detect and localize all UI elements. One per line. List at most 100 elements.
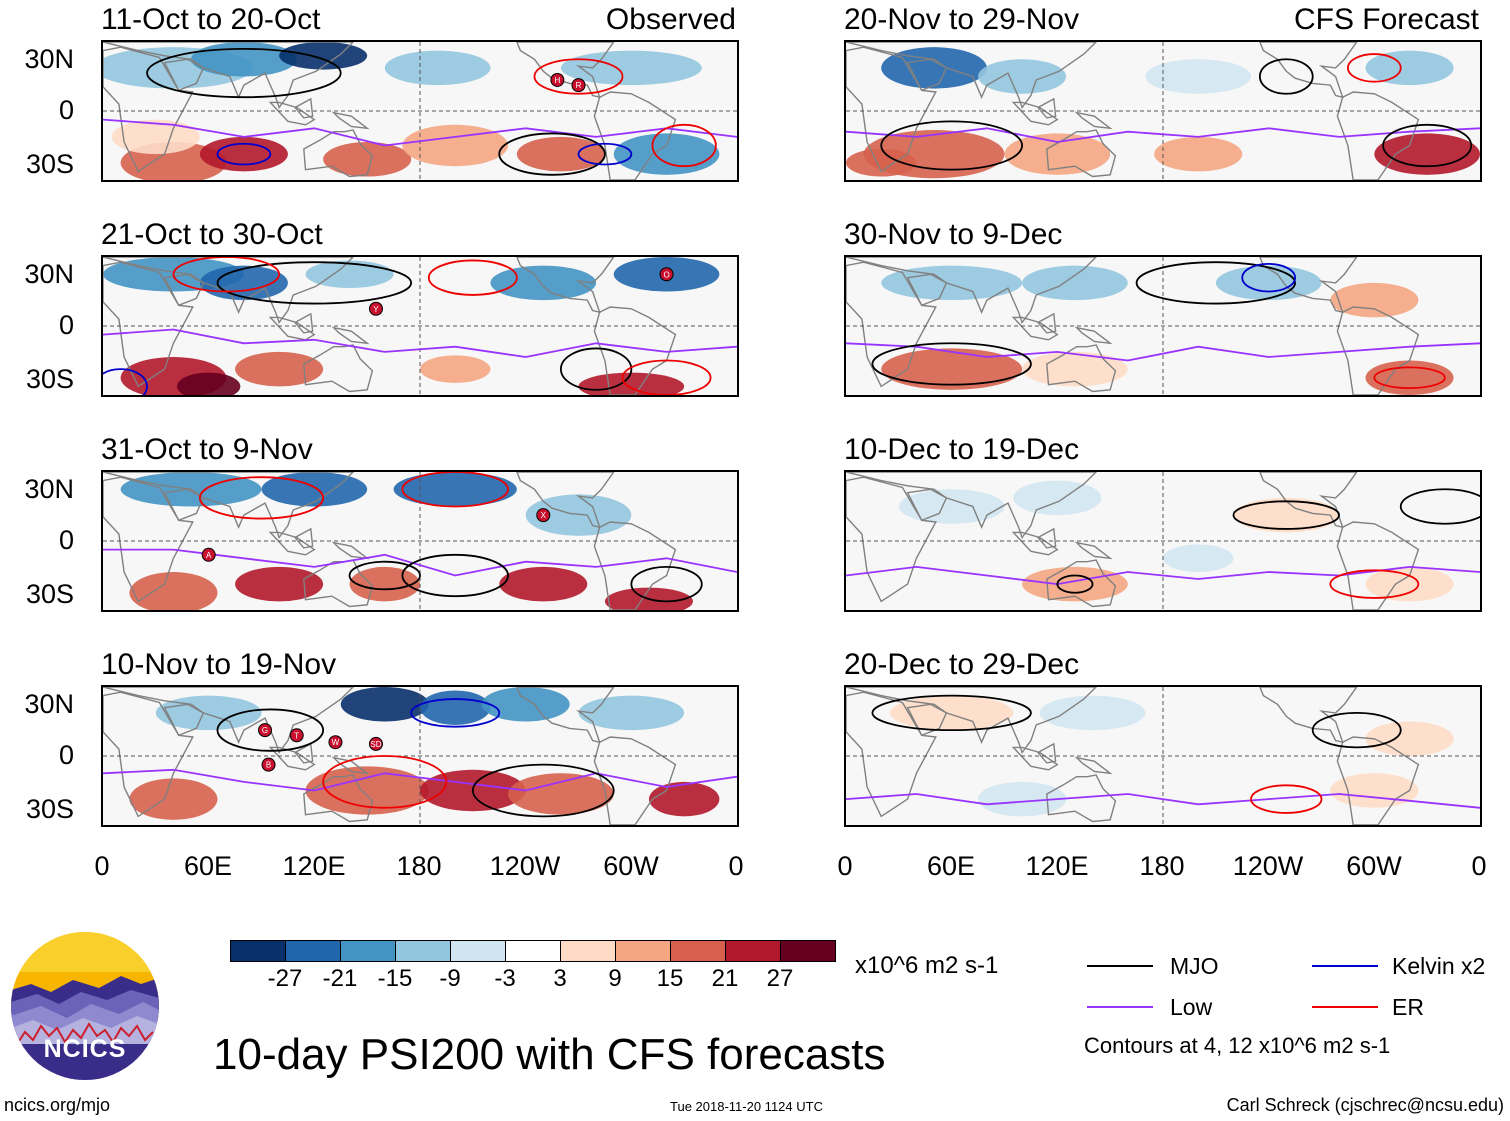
- psi-anomaly-blob: [516, 136, 605, 172]
- panel-5-tag: CFS Forecast: [1293, 3, 1479, 36]
- coastline: [331, 111, 370, 130]
- legend-kelvin-line: [1312, 965, 1378, 967]
- x-tick-label: 60E: [183, 851, 233, 881]
- wave-contour: [198, 476, 325, 520]
- coastline: [1046, 344, 1117, 393]
- coastline: [593, 306, 677, 395]
- legend-low-line: [1087, 1006, 1153, 1008]
- x-tick-label: 120W: [489, 851, 561, 881]
- cyclone-icon: [261, 757, 276, 772]
- legend-kelvin-label: Kelvin x2: [1392, 953, 1486, 979]
- psi-anomaly-blob: [525, 494, 632, 536]
- legend-contour-note: Contours at 4, 12 x10^6 m2 s-1: [1084, 1033, 1391, 1058]
- map-panel-8: [844, 685, 1482, 827]
- cyclone-icon: [258, 723, 273, 738]
- ncics-logo: NCICS: [11, 932, 159, 1080]
- psi-anomaly-blob: [261, 472, 368, 507]
- coastline: [331, 541, 370, 560]
- map-panel-4: G T W SD B: [101, 685, 739, 827]
- x-tick-label: 60E: [926, 851, 976, 881]
- panel-1-tag: Observed: [605, 3, 736, 36]
- coastline: [593, 521, 677, 610]
- coastline: [846, 46, 937, 173]
- psi-anomaly-blob: [1004, 133, 1111, 175]
- psi-anomaly-blob: [305, 260, 394, 289]
- wave-contour: [621, 359, 712, 395]
- cyclone-label: T: [294, 731, 299, 740]
- cyclone-icon: [536, 508, 551, 523]
- x-tick-label: 120W: [1232, 851, 1304, 881]
- cyclone-icon: [368, 736, 383, 751]
- colorbar-label: -3: [494, 965, 516, 992]
- footer-url[interactable]: ncics.org/mjo: [4, 1095, 111, 1115]
- psi-anomaly-blob: [978, 781, 1067, 817]
- low-frequency-contour: [103, 768, 737, 792]
- psi-anomaly-blob: [481, 687, 570, 722]
- x-tick-label: 120E: [282, 851, 346, 881]
- cyclone-label: G: [262, 726, 268, 735]
- colorbar-label: -15: [377, 965, 413, 992]
- wave-contour: [172, 257, 280, 293]
- coastline: [1074, 326, 1113, 345]
- cyclone-label: X: [541, 511, 547, 520]
- coastline: [516, 257, 615, 314]
- map-canvas: [846, 42, 1480, 180]
- psi-anomaly-blob: [1022, 265, 1128, 301]
- y-label-30s: 30S: [25, 794, 74, 824]
- wave-contour: [216, 708, 325, 752]
- colorbar-swatch: [670, 940, 726, 962]
- coastline: [1336, 736, 1420, 825]
- wave-contour: [471, 763, 615, 818]
- map-canvas: [846, 687, 1480, 825]
- coastline: [163, 273, 205, 307]
- wave-contour: [103, 368, 148, 395]
- low-frequency-contour: [846, 127, 1480, 143]
- colorbar-label: 3: [553, 965, 567, 992]
- y-label-30s: 30S: [25, 149, 74, 179]
- coastline: [593, 736, 677, 825]
- coastline: [1011, 101, 1059, 126]
- cyclone-label: B: [266, 761, 271, 770]
- x-tick-label: 60W: [603, 851, 659, 881]
- coastline: [1046, 559, 1117, 608]
- y-label-30s: 30S: [25, 364, 74, 394]
- low-frequency-contour: [103, 118, 737, 147]
- tropical-cyclone-marker: X: [536, 508, 551, 523]
- map-canvas: G T W SD B: [103, 687, 737, 825]
- psi-anomaly-blob: [1365, 360, 1454, 395]
- colorbar-swatch: [560, 940, 616, 962]
- low-frequency-contour: [846, 793, 1480, 809]
- x-tick-label: 0: [728, 851, 744, 881]
- psi-anomaly-blob: [499, 566, 588, 602]
- psi-anomaly-blob: [279, 42, 368, 70]
- cyclone-icon: [550, 72, 565, 87]
- low-frequency-contour: [846, 342, 1480, 362]
- map-panel-5: [844, 40, 1482, 182]
- x-tick-label: 0: [94, 851, 110, 881]
- figure-title: 10-day PSI200 with CFS forecasts: [213, 1030, 886, 1079]
- y-label-eq: 0: [58, 740, 74, 770]
- psi-anomaly-blob: [1215, 265, 1322, 301]
- legend-er-label: ER: [1392, 994, 1424, 1020]
- colorbar-swatch: [505, 940, 561, 962]
- psi-anomaly-blob: [1365, 566, 1454, 602]
- coastline: [1011, 746, 1059, 771]
- coastline: [268, 101, 316, 126]
- footer-author[interactable]: Carl Schreck (cjschrec@ncsu.edu): [1226, 1095, 1504, 1115]
- psi-anomaly-blob: [898, 489, 1005, 524]
- coastline: [103, 42, 355, 109]
- psi-anomaly-blob: [323, 142, 412, 177]
- legend-low-label: Low: [1170, 994, 1213, 1020]
- wave-contour: [146, 47, 342, 99]
- coastline: [1259, 472, 1358, 529]
- psi-anomaly-blob: [890, 695, 1014, 731]
- wave-contour: [577, 142, 633, 166]
- psi-anomaly-blob: [349, 566, 420, 602]
- legend-er-line: [1312, 1006, 1378, 1008]
- coastline: [1074, 111, 1113, 130]
- coastline: [303, 344, 374, 393]
- psi-anomaly-blob: [129, 572, 218, 610]
- cyclone-icon: [201, 547, 216, 562]
- coastline: [846, 476, 937, 603]
